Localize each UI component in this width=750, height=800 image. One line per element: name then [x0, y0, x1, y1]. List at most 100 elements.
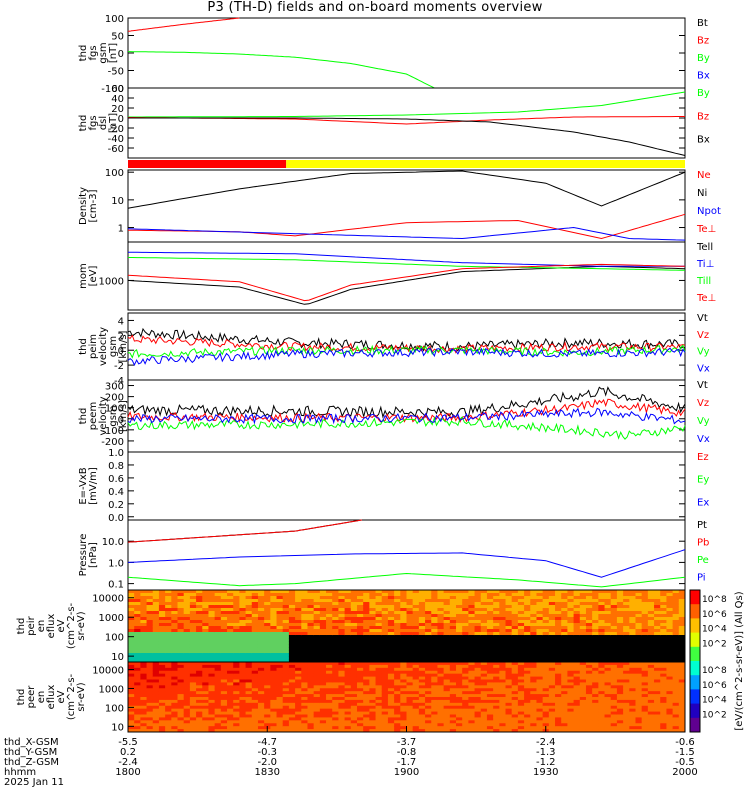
spec-cell [251, 676, 259, 680]
spec-cell [598, 726, 606, 730]
spec-cell [375, 702, 383, 707]
spec-cell [338, 699, 346, 704]
spec-cell [220, 593, 228, 597]
spec-cell [307, 673, 315, 678]
spec-cell [456, 596, 463, 600]
spec-cell [152, 641, 160, 645]
spec-cell [585, 617, 593, 621]
spec-cell [276, 679, 284, 683]
spec-cell [548, 617, 556, 621]
spec-cell [288, 596, 296, 600]
spec-cell [177, 667, 185, 672]
spec-cell [573, 626, 581, 630]
spec-cell [233, 656, 240, 660]
spec-cell [592, 723, 599, 727]
spec-cell [183, 676, 191, 680]
spec-cell [641, 679, 649, 683]
spec-cell [270, 617, 278, 621]
spec-cell [332, 699, 339, 704]
spec-cell [585, 682, 593, 686]
spec-cell [505, 647, 513, 651]
spec-cell [183, 726, 191, 730]
spec-cell [264, 596, 271, 600]
spec-cell [183, 662, 191, 666]
spec-cell [319, 653, 327, 657]
colorbar-segment [690, 696, 700, 701]
spec-cell [462, 608, 469, 612]
spec-cell [313, 679, 321, 683]
spec-cell [406, 702, 414, 707]
spec-cell [672, 635, 680, 639]
spec-cell [301, 659, 308, 663]
spec-cell [375, 608, 383, 612]
spec-cell [660, 614, 667, 618]
spec-cell [579, 720, 587, 724]
spec-cell [493, 632, 500, 636]
spec-cell [598, 720, 606, 724]
spec-cell [486, 670, 494, 675]
spec-cell [480, 699, 488, 704]
spec-cell [517, 729, 525, 733]
spec-cell [233, 717, 240, 721]
ylabel-fgs_dsl: dsl [98, 116, 109, 130]
spec-cell [604, 694, 612, 698]
spec-cell [585, 699, 593, 704]
spec-cell [400, 720, 407, 724]
spec-cell [437, 632, 445, 636]
spec-cell [239, 602, 247, 606]
spec-cell [270, 659, 278, 663]
spec-cell [171, 635, 179, 639]
spec-cell [493, 590, 500, 594]
spec-cell [381, 670, 389, 675]
spec-cell [319, 626, 327, 630]
spec-cell [288, 705, 296, 710]
spec-cell [146, 711, 154, 715]
spec-cell [425, 714, 432, 718]
spec-cell [623, 685, 630, 689]
spec-cell [227, 593, 234, 597]
spec-cell [672, 729, 680, 733]
spec-cell [567, 626, 575, 630]
spec-cell [214, 647, 222, 651]
spec-cell [530, 611, 537, 615]
spec-cell [189, 705, 197, 710]
spec-cell [474, 611, 482, 615]
spec-cell [635, 711, 643, 715]
spec-cell [288, 697, 296, 701]
spec-cell [592, 670, 599, 675]
spec-cell [604, 726, 612, 730]
spec-cell [264, 605, 271, 609]
spec-cell [647, 682, 655, 686]
spec-cell [474, 617, 482, 621]
spec-cell [635, 599, 643, 603]
spec-cell [486, 697, 494, 701]
spec-cell [511, 614, 519, 618]
spec-cell [585, 602, 593, 606]
spec-cell [431, 611, 438, 615]
spec-cell [208, 729, 216, 733]
spec-cell [375, 638, 383, 642]
spec-cell [431, 679, 438, 683]
spec-cell [369, 623, 377, 627]
spec-cell [375, 614, 383, 618]
spec-cell [468, 662, 476, 666]
colorbar-segment [690, 675, 700, 680]
spec-cell [177, 720, 185, 724]
spec-cell [227, 644, 234, 648]
spec-cell [146, 726, 154, 730]
spec-cell [319, 682, 327, 686]
spec-cell [233, 676, 240, 680]
spec-cell [140, 635, 148, 639]
spec-cell [400, 656, 407, 660]
spec-cell [245, 635, 253, 639]
spec-cell [623, 629, 630, 633]
series-fgs_dsl-By [128, 91, 686, 118]
spec-cell [295, 667, 302, 672]
spec-cell [542, 676, 550, 680]
spec-cell [152, 691, 160, 695]
spec-cell [282, 605, 290, 609]
spec-cell [573, 688, 581, 692]
spec-cell [412, 682, 420, 686]
spec-cell [165, 611, 172, 615]
spec-cell [214, 720, 222, 724]
